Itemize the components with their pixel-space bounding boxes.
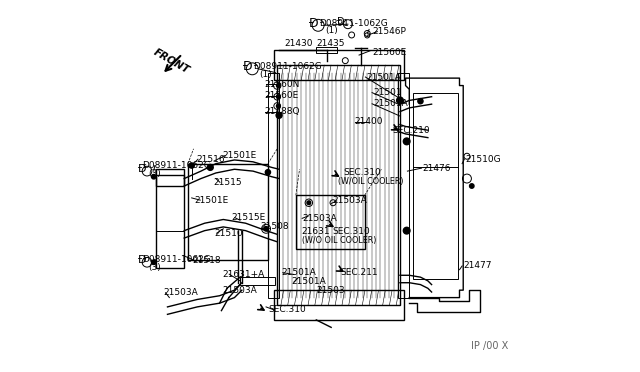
Circle shape	[397, 97, 403, 104]
Circle shape	[152, 260, 156, 264]
Text: 21631: 21631	[302, 227, 330, 236]
Circle shape	[276, 112, 282, 118]
Circle shape	[264, 227, 268, 231]
Circle shape	[276, 84, 280, 87]
Bar	[296, 195, 365, 249]
Text: SEC.211: SEC.211	[341, 268, 378, 277]
Text: (3): (3)	[148, 169, 161, 178]
Bar	[156, 169, 184, 186]
Text: (1): (1)	[326, 26, 339, 35]
Bar	[273, 290, 404, 320]
Circle shape	[266, 170, 271, 175]
Text: 21503A: 21503A	[302, 214, 337, 223]
Text: 21560E: 21560E	[264, 92, 298, 100]
Text: 21501E: 21501E	[195, 196, 229, 205]
Bar	[277, 65, 400, 305]
Text: 21510: 21510	[214, 229, 243, 238]
Text: 21501A: 21501A	[282, 268, 316, 277]
Text: 21516: 21516	[196, 155, 225, 164]
Text: 21400: 21400	[355, 117, 383, 126]
Text: 21503: 21503	[316, 286, 345, 295]
Text: 21546P: 21546P	[372, 27, 406, 36]
Bar	[188, 164, 268, 260]
Text: (3): (3)	[148, 263, 161, 272]
Circle shape	[418, 99, 423, 104]
Text: 21518: 21518	[193, 256, 221, 265]
Text: Ð: Ð	[308, 17, 318, 30]
Circle shape	[189, 163, 195, 168]
Text: Ð08911-1062G: Ð08911-1062G	[142, 255, 211, 264]
Text: 21435: 21435	[316, 39, 344, 48]
Circle shape	[307, 201, 310, 205]
Bar	[413, 93, 458, 279]
Text: Ð: Ð	[243, 61, 253, 73]
Text: 21515: 21515	[213, 178, 241, 187]
Circle shape	[403, 227, 410, 234]
Text: 21503A: 21503A	[332, 196, 367, 205]
Text: 21430: 21430	[285, 39, 313, 48]
Text: Ð08911-1062G: Ð08911-1062G	[253, 62, 322, 71]
Text: 21508: 21508	[260, 222, 289, 231]
Text: SEC.310: SEC.310	[343, 169, 381, 177]
Text: SEC.310: SEC.310	[333, 227, 371, 236]
Text: 21560N: 21560N	[264, 80, 300, 89]
Text: Ð08911-1062G: Ð08911-1062G	[142, 161, 211, 170]
Text: 21501A: 21501A	[367, 73, 401, 81]
Circle shape	[403, 138, 410, 145]
Text: Ð08911-1062G: Ð08911-1062G	[319, 19, 388, 28]
Text: 21503A: 21503A	[222, 286, 257, 295]
Text: (1): (1)	[259, 70, 272, 79]
Bar	[240, 277, 275, 285]
Bar	[316, 46, 337, 53]
Text: 21631+A: 21631+A	[222, 270, 264, 279]
Text: Ð: Ð	[138, 256, 147, 265]
Text: 21501: 21501	[373, 88, 402, 97]
Text: Ð: Ð	[337, 17, 344, 26]
Bar	[156, 175, 184, 268]
Circle shape	[152, 174, 156, 179]
Text: 21503A: 21503A	[164, 288, 198, 297]
Text: 21488Q: 21488Q	[264, 108, 300, 116]
Text: 21560E: 21560E	[372, 48, 406, 57]
Bar	[398, 73, 410, 298]
Circle shape	[470, 184, 474, 188]
Text: (W/OIL COOLER): (W/OIL COOLER)	[338, 177, 403, 186]
Circle shape	[276, 95, 280, 99]
Circle shape	[276, 104, 280, 108]
Circle shape	[207, 164, 213, 170]
Bar	[268, 73, 279, 298]
Text: 21501A: 21501A	[292, 278, 326, 286]
Text: SEC.210: SEC.210	[392, 126, 430, 135]
Bar	[273, 50, 404, 80]
Text: 21501A: 21501A	[373, 99, 408, 108]
Text: SEC.310: SEC.310	[268, 305, 306, 314]
Text: (W/O OIL COOLER): (W/O OIL COOLER)	[302, 236, 376, 245]
Text: 21510G: 21510G	[465, 155, 500, 164]
Text: 21477: 21477	[463, 262, 492, 270]
Text: 21476: 21476	[422, 164, 451, 173]
Text: 21501E: 21501E	[222, 151, 257, 160]
Text: IP /00 X: IP /00 X	[470, 341, 508, 351]
Text: Ð: Ð	[138, 164, 147, 174]
Text: 21515E: 21515E	[232, 213, 266, 222]
Text: FRONT: FRONT	[152, 47, 191, 76]
